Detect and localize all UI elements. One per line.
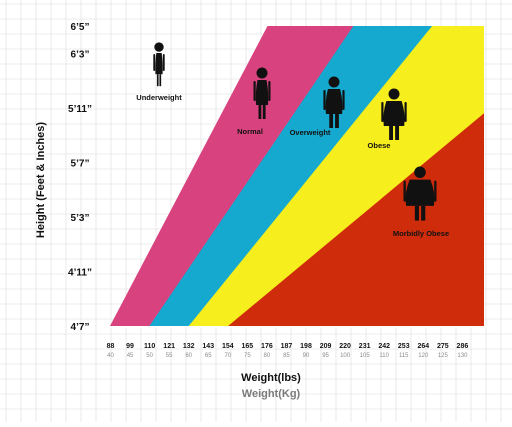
x-tick-label-lbs: 275 (437, 343, 449, 350)
y-tick-label: 4’7” (71, 322, 90, 333)
plot-bottom-edge (106, 326, 488, 328)
x-tick-label-lbs: 99 (126, 343, 134, 350)
x-tick-label-kg: 120 (418, 353, 429, 359)
x-tick-label-kg: 40 (107, 353, 114, 359)
x-tick-label-lbs: 231 (359, 343, 371, 350)
x-tick-label-kg: 55 (166, 353, 173, 359)
x-tick-label-kg: 70 (224, 353, 231, 359)
x-tick-label-kg: 45 (127, 353, 134, 359)
x-tick-label-lbs: 209 (320, 343, 332, 350)
x-tick-label-kg: 50 (146, 353, 153, 359)
x-tick-label-lbs: 242 (378, 343, 390, 350)
x-tick-label-lbs: 253 (398, 343, 410, 350)
x-tick-label-lbs: 264 (417, 343, 429, 350)
y-tick-label: 5’3” (71, 213, 90, 224)
person-icon (153, 42, 165, 87)
y-tick-label: 6’3” (71, 49, 90, 60)
y-tick-label: 4’11” (68, 267, 92, 278)
x-tick-label-kg: 75 (244, 353, 251, 359)
x-tick-label-kg: 65 (205, 353, 212, 359)
x-tick-label-lbs: 88 (107, 343, 115, 350)
category-label: Obese (368, 141, 391, 150)
x-tick-label-kg: 80 (264, 353, 271, 359)
category-label: Morbidly Obese (393, 229, 449, 238)
x-tick-label-lbs: 165 (242, 343, 254, 350)
x-tick-label-lbs: 121 (163, 343, 175, 350)
x-tick-label-lbs: 110 (144, 343, 155, 350)
x-tick-label-lbs: 132 (183, 343, 195, 350)
x-tick-label-lbs: 187 (281, 343, 293, 350)
x-tick-label-lbs: 198 (300, 343, 312, 350)
person-icon (381, 88, 407, 140)
category-label: Normal (237, 127, 263, 136)
y-tick-label: 5’7” (71, 158, 90, 169)
band-morbidly-obese (228, 113, 484, 326)
x-tick-label-kg: 105 (360, 353, 371, 359)
x-tick-label-kg: 110 (379, 353, 389, 359)
y-tick-label: 6’5” (71, 22, 90, 33)
y-tick-label: 5’11” (68, 104, 92, 115)
category-label: Underweight (136, 93, 182, 102)
category-label: Overweight (290, 128, 331, 137)
person-icon (323, 76, 345, 128)
x-tick-label-kg: 115 (399, 353, 409, 359)
x-tick-label-kg: 130 (457, 353, 468, 359)
x-tick-label-kg: 60 (185, 353, 192, 359)
person-icon (253, 67, 271, 119)
bands (106, 26, 488, 328)
x-tick-label-kg: 95 (322, 353, 329, 359)
x-axis-label: Weight(lbs) (241, 372, 301, 384)
x-tick-label-kg: 100 (340, 353, 351, 359)
y-axis-label: Height (Feet & Inches) (35, 122, 47, 238)
x-tick-label-kg: 85 (283, 353, 290, 359)
x-axis-label-kg: Weight(Kg) (242, 388, 301, 400)
tick-labels: 4’7” 4’11” 5’3” 5’7” 5’11” 6’3” 6’5” 88 40 99 45 11… (68, 22, 468, 359)
x-tick-label-lbs: 176 (261, 343, 273, 350)
x-tick-label-kg: 90 (303, 353, 310, 359)
x-tick-label-kg: 125 (438, 353, 449, 359)
x-tick-label-lbs: 154 (222, 343, 234, 350)
person-icon (403, 166, 437, 221)
x-tick-label-lbs: 286 (457, 343, 469, 350)
x-tick-label-lbs: 143 (202, 343, 214, 350)
figures: Underweight Normal Overweight Obese Morbidly… (136, 42, 449, 238)
x-tick-label-lbs: 220 (339, 343, 351, 350)
